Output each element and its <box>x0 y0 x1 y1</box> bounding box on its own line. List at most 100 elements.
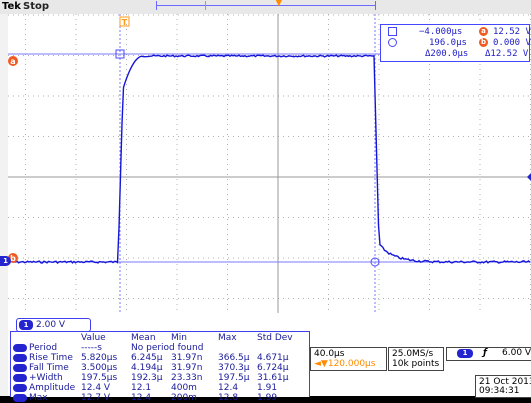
acquisition-status: Stop <box>23 1 50 12</box>
channel-1-scale: 2.00 V <box>36 320 66 330</box>
measurement-mean: 6.245μ <box>131 353 163 363</box>
tek-logo: Tek <box>2 1 21 12</box>
measurement-row-max[interactable]: Max 12.7 V 12.4 200m 12.8 1.99 <box>11 393 309 403</box>
measurement-channel-pill <box>13 364 27 372</box>
measurement-name: +Width <box>29 373 63 383</box>
measurement-channel-pill <box>13 354 27 362</box>
col-value-header: Value <box>81 333 106 343</box>
date: 21 Oct 2013 <box>479 377 531 387</box>
measurement-min: 31.97n <box>171 363 203 373</box>
sample-rate: 25.0MS/s <box>392 349 434 359</box>
measurement-stddev: 6.724μ <box>257 363 289 373</box>
waveform-display: T a b <box>7 14 531 313</box>
record-start-tick <box>156 1 157 10</box>
measurement-max: 12.8 <box>218 393 239 403</box>
measurement-row-fall-time[interactable]: Fall Time 3.500μs 4.194μ 31.97n 370.3μ 6… <box>11 363 309 373</box>
record-length-bar: ▼ <box>156 0 376 10</box>
left-margin <box>0 14 8 396</box>
measurement-value: 12.4 V <box>81 383 111 393</box>
measurement-min: 200m <box>171 393 197 403</box>
horizontal-position-icon: ◄▼ <box>314 359 328 369</box>
measurement-name: Fall Time <box>29 363 69 373</box>
horizontal-scale-readout[interactable]: 40.0μs ◄▼120.000μs <box>310 347 387 371</box>
measurement-stddev: 1.99 <box>257 393 278 403</box>
cursor-delta-volt: Δ12.52 V <box>485 49 529 59</box>
measurement-min: 400m <box>171 383 197 393</box>
cursor-a-volt: 12.52 V <box>493 27 531 37</box>
measurement-min: 23.33n <box>171 373 203 383</box>
cursor-a-square-marker[interactable] <box>115 49 125 59</box>
measurement-mean: 192.3μ <box>131 373 163 383</box>
cursor-a-badge: a <box>479 27 488 37</box>
rising-edge-icon: ƒ <box>483 348 487 358</box>
measurement-max: 366.5μ <box>218 353 250 363</box>
measurement-name: Period <box>29 343 58 353</box>
measurement-name: Rise Time <box>29 353 73 363</box>
measurement-value: 197.5μs <box>81 373 118 383</box>
horizontal-scale: 40.0μs <box>314 349 345 359</box>
measurement-name: Amplitude <box>29 383 76 393</box>
measurement-row-period[interactable]: Period -----s No period found <box>11 343 309 353</box>
col-min-header: Min <box>171 333 187 343</box>
trigger-readout[interactable]: 1 ƒ 6.00 V <box>446 347 531 361</box>
measurement-channel-pill <box>13 374 27 382</box>
acquisition-readout[interactable]: 25.0MS/s 10k points <box>388 347 444 371</box>
measurement-mean: 12.4 <box>131 393 152 403</box>
measurement-value: 3.500μs <box>81 363 118 373</box>
trigger-source-badge: 1 <box>457 349 473 358</box>
measurement-table: Value Mean Min Max Std Dev Period -----s… <box>10 331 310 403</box>
measurement-stddev: 4.671μ <box>257 353 289 363</box>
measurement-max: 197.5μ <box>218 373 250 383</box>
measurement-mean: 4.194μ <box>131 363 163 373</box>
measurement-value: 5.820μs <box>81 353 118 363</box>
cursor-b-volt: 0.000 V <box>493 38 531 48</box>
measurement-channel-pill <box>13 394 27 402</box>
cursor-b-time: 196.0μs <box>429 38 467 48</box>
measurement-value: 12.7 V <box>81 393 111 403</box>
measurement-max: 370.3μ <box>218 363 250 373</box>
ref-a-marker: a <box>8 56 18 66</box>
trigger-level: 6.00 V <box>502 348 531 358</box>
channel-1-scale-readout[interactable]: 1 2.00 V <box>16 318 91 332</box>
cursor-readout: −4.000μs a 12.52 V 196.0μs b 0.000 V Δ20… <box>380 24 531 62</box>
col-stddev-header: Std Dev <box>257 333 293 343</box>
cursor-b-circle-marker[interactable] <box>370 257 380 267</box>
measurement-name: Max <box>29 393 48 403</box>
cursor-a-square-icon <box>388 27 397 39</box>
cursor-b-badge: b <box>479 38 488 47</box>
center-axes <box>8 14 531 313</box>
record-points: 10k points <box>392 359 440 369</box>
status-bar: Tek Stop ▼ <box>0 0 531 14</box>
cursor-a-time: −4.000μs <box>419 27 463 37</box>
measurement-row-amplitude[interactable]: Amplitude 12.4 V 12.1 400m 12.4 1.91 <box>11 383 309 393</box>
cursor-delta-time: Δ200.0μs <box>425 49 469 59</box>
record-end-tick <box>375 1 376 10</box>
measurement-row-positive-width[interactable]: +Width 197.5μs 192.3μ 23.33n 197.5μ 31.6… <box>11 373 309 383</box>
col-mean-header: Mean <box>131 333 156 343</box>
measurement-mean: No period found <box>131 343 204 353</box>
measurement-mean: 12.1 <box>131 383 152 393</box>
date-time-readout: 21 Oct 2013 09:34:31 <box>475 375 531 398</box>
trigger-position-icon: ▼ <box>275 0 283 8</box>
measurement-channel-pill <box>13 384 27 392</box>
horizontal-position: ◄▼120.000μs <box>314 359 376 369</box>
graticule-svg: T a b <box>7 14 531 313</box>
measurement-stddev: 31.61μ <box>257 373 289 383</box>
col-max-header: Max <box>218 333 237 343</box>
svg-text:b: b <box>10 254 16 263</box>
measurement-value: -----s <box>81 343 102 353</box>
measurement-header-row: Value Mean Min Max Std Dev <box>11 333 309 343</box>
measurement-stddev: 1.91 <box>257 383 278 393</box>
svg-text:a: a <box>10 57 15 66</box>
trigger-position-marker: T <box>119 16 130 27</box>
cursor-b-circle-icon <box>388 38 397 50</box>
measurement-min: 31.97n <box>171 353 203 363</box>
trigger-level-arrow[interactable] <box>527 173 531 181</box>
measurement-max: 12.4 <box>218 383 239 393</box>
view-window-tick <box>205 1 206 10</box>
time: 09:34:31 <box>479 386 520 396</box>
channel-1-badge: 1 <box>19 320 33 330</box>
measurement-row-rise-time[interactable]: Rise Time 5.820μs 6.245μ 31.97n 366.5μ 4… <box>11 353 309 363</box>
measurement-channel-pill <box>13 344 27 352</box>
channel-1-ground-marker[interactable]: 1 <box>0 256 11 266</box>
